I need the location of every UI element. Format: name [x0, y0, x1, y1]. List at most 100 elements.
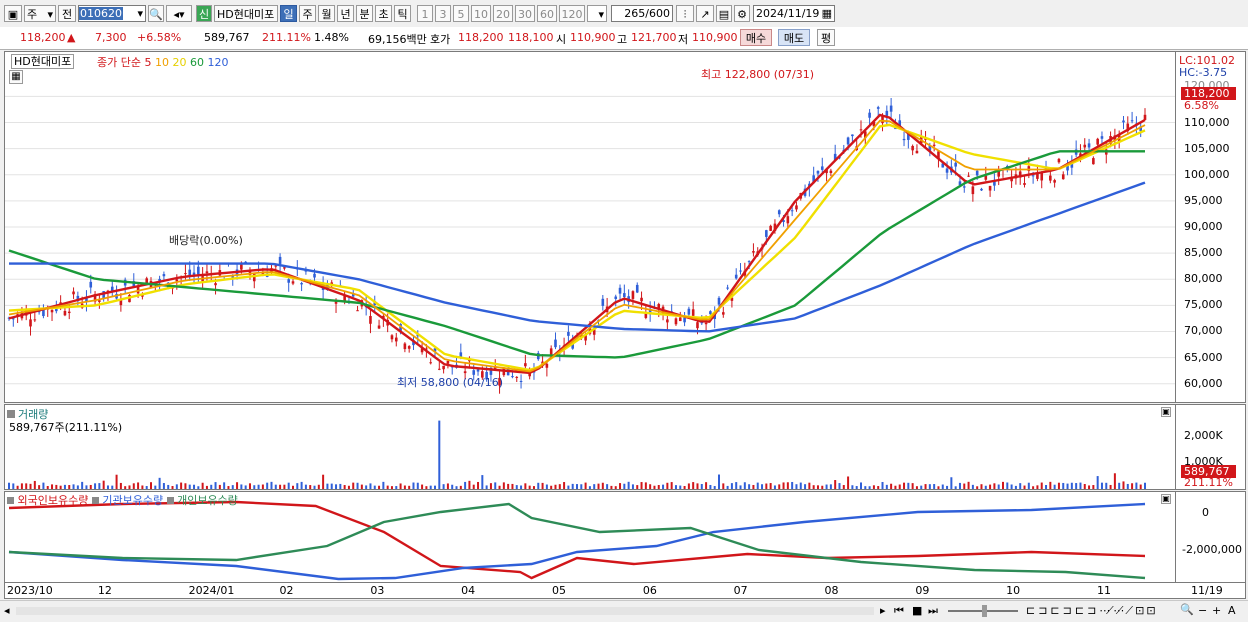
candle-body [709, 311, 712, 315]
calendar-icon[interactable]: ▦ [821, 7, 832, 20]
volume-bar [429, 485, 432, 489]
volume-bar [756, 482, 759, 489]
date-value: 2024/11/19 [756, 7, 820, 20]
volume-bar [567, 485, 570, 489]
trend-tools-icons[interactable]: ⟋⟋⟋⊡⊡ [1106, 604, 1158, 617]
volume-bar [1131, 483, 1134, 489]
candle-body [1126, 123, 1130, 132]
price-tick-label: 70,000 [1184, 324, 1223, 338]
first-page-icon[interactable]: ⏮ [894, 604, 904, 617]
volume-bar [597, 483, 600, 489]
candle-body [980, 188, 983, 191]
volume-bar [145, 486, 148, 489]
volume-bar [804, 484, 807, 489]
volume-bar [360, 484, 363, 489]
stop-icon[interactable]: ■ [912, 604, 923, 617]
volume-bar [941, 484, 944, 489]
volume-bar [713, 486, 716, 489]
volume-bar [872, 485, 875, 489]
legend-ma-60: 60 [189, 56, 204, 69]
interval-3[interactable]: 3 [435, 5, 451, 22]
volume-bar [390, 486, 393, 489]
candle-body [962, 186, 966, 188]
volume-bar [1002, 481, 1004, 489]
volume-bar [283, 484, 286, 489]
date-input[interactable]: 2024/11/19 ▦ [753, 5, 835, 22]
panel-close-icon[interactable]: ▣ [1161, 407, 1171, 417]
volume-bar [81, 481, 84, 489]
period-month[interactable]: 월 [318, 5, 335, 22]
interval-20[interactable]: 20 [493, 5, 513, 22]
ma-line-60 [8, 150, 1145, 359]
draw-tool-icon[interactable]: ↗ [696, 5, 714, 22]
drawing-tools-icons[interactable]: ⊏⊐⊏⊐⊏⊐⋯⋯ [1026, 604, 1128, 617]
volume-bar [261, 484, 264, 489]
zoom-slider-handle[interactable] [982, 605, 987, 617]
turnover-rate: 1.48% [314, 31, 349, 44]
volume-bar [485, 485, 488, 489]
volume-bar [347, 485, 350, 489]
last-page-icon[interactable]: ⏭ [928, 604, 938, 617]
settings-icon[interactable]: ⚙ [734, 5, 750, 22]
sound-icon[interactable]: ◂▾ [166, 5, 192, 22]
volume-bar [588, 486, 591, 489]
market-select[interactable]: 주 ▾ [24, 5, 56, 22]
sell-button[interactable]: 매도 [778, 29, 810, 46]
interval-custom[interactable]: ▾ [587, 5, 607, 22]
layout-icon[interactable]: ▣ [4, 5, 22, 22]
interval-10[interactable]: 10 [471, 5, 491, 22]
volume-bar [1066, 483, 1069, 489]
scroll-right-icon[interactable]: ▸ [880, 604, 886, 617]
period-minute[interactable]: 분 [356, 5, 373, 22]
zoom-out-icon[interactable]: − [1198, 604, 1208, 617]
candle-body [50, 309, 54, 313]
volume-bar [769, 483, 772, 489]
holding-chart [8, 500, 1146, 581]
scrollbar-track[interactable] [16, 607, 874, 615]
volume-bar [98, 483, 101, 489]
interval-30[interactable]: 30 [515, 5, 535, 22]
candle-body [623, 293, 626, 298]
period-week[interactable]: 주 [299, 5, 316, 22]
volume-bar [683, 485, 686, 489]
volume-bar [395, 486, 398, 489]
count-input[interactable]: 265/600 [611, 5, 673, 22]
interval-120[interactable]: 120 [559, 5, 585, 22]
scope-button[interactable]: 전 [58, 5, 76, 22]
interval-5[interactable]: 5 [453, 5, 469, 22]
volume-bar [808, 482, 811, 489]
volume-bar [304, 484, 307, 489]
volume-bar [696, 483, 699, 489]
candle-body [67, 311, 71, 314]
candle-body [369, 315, 372, 324]
grid-toggle-icon[interactable]: ▦ [9, 70, 23, 84]
volume-bar [829, 484, 832, 489]
interval-1[interactable]: 1 [417, 5, 433, 22]
code-input[interactable]: 010620 ▾ [78, 5, 146, 22]
candle-type-icon[interactable]: ⫶ [676, 5, 694, 22]
zoom-in-icon[interactable]: + [1212, 604, 1222, 617]
last-pct-tag: 6.58% [1184, 99, 1219, 112]
trade-amount: 69,156백만 [368, 33, 427, 46]
text-tool-icon[interactable]: A [1228, 604, 1236, 617]
volume-bar [885, 484, 888, 489]
avg-button[interactable]: 평 [817, 29, 835, 46]
period-tick[interactable]: 틱 [394, 5, 411, 22]
interval-60[interactable]: 60 [537, 5, 557, 22]
period-second[interactable]: 초 [375, 5, 392, 22]
volume-bar [468, 480, 471, 489]
candle-body [1031, 175, 1035, 177]
volume-bar [175, 484, 178, 489]
period-day[interactable]: 일 [280, 5, 297, 22]
period-year[interactable]: 년 [337, 5, 354, 22]
scroll-left-icon[interactable]: ◂ [4, 604, 10, 617]
candle-body [644, 313, 648, 318]
search-icon[interactable]: 🔍 [148, 5, 164, 22]
candle-body [110, 286, 114, 293]
panel-close-icon[interactable]: ▣ [1161, 494, 1171, 504]
save-icon[interactable]: ▤ [716, 5, 732, 22]
zoom-icon[interactable]: 🔍 [1180, 603, 1194, 616]
volume-bar [631, 484, 634, 489]
volume-bar [877, 486, 880, 489]
buy-button[interactable]: 매수 [740, 29, 772, 46]
